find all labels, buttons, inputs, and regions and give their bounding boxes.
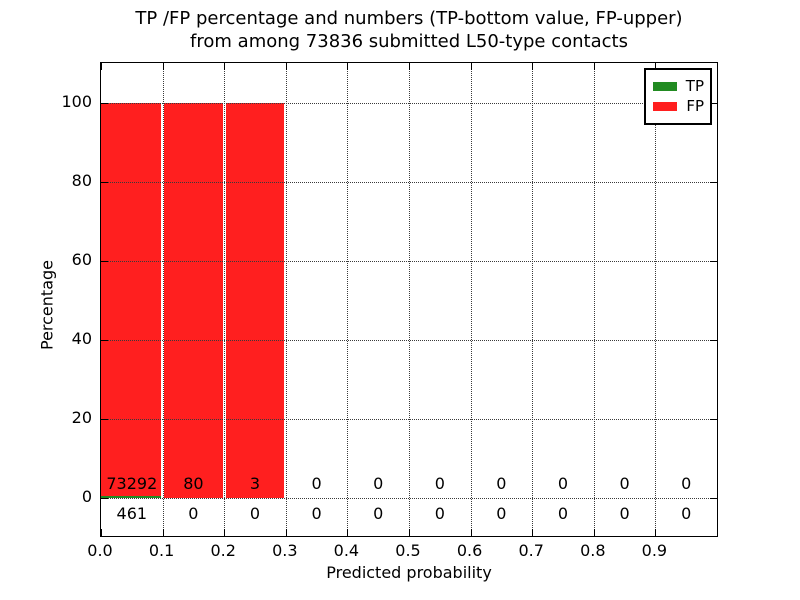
tick-mark	[101, 498, 108, 499]
chart-title-line1: TP /FP percentage and numbers (TP-bottom…	[135, 8, 683, 29]
fp-count-label: 0	[496, 474, 507, 493]
plot-area: TP FP 73292 461 80 0 3 0 0 0 0 0 0 0 0 0 0 0 0 0 0 0	[100, 62, 718, 537]
tp-count-label: 0	[496, 504, 507, 523]
gridline-v	[162, 63, 164, 536]
x-tick-label: 0.4	[333, 541, 360, 560]
y-axis-title: Percentage	[37, 259, 57, 351]
y-tick-label: 80	[71, 171, 92, 191]
x-tick-label: 0.8	[580, 541, 606, 560]
tick-mark	[347, 63, 349, 70]
x-tick-label: 0.9	[641, 541, 668, 560]
fp-count-label: 73292	[106, 474, 158, 493]
tick-mark	[162, 529, 164, 536]
tick-mark	[101, 63, 102, 70]
tp-count-label: 0	[619, 504, 630, 523]
tick-mark	[101, 529, 102, 536]
tick-mark	[285, 529, 287, 536]
tp-count-label: 0	[557, 504, 569, 523]
tp-swatch-icon	[653, 82, 677, 91]
tp-count-label: 0	[188, 504, 199, 523]
tick-mark	[101, 340, 108, 342]
gridline-v	[655, 63, 657, 536]
gridline-v	[347, 63, 349, 536]
tick-mark	[224, 63, 226, 70]
tick-mark	[655, 63, 657, 70]
legend-label-fp: FP	[686, 97, 704, 115]
fp-count-label: 0	[619, 474, 630, 493]
legend-entry-tp: TP	[653, 78, 704, 95]
tp-count-label: 0	[681, 504, 692, 523]
fp-count-label: 0	[557, 474, 569, 493]
tick-mark	[409, 63, 410, 70]
tick-mark	[710, 419, 717, 421]
fp-count-label: 0	[434, 474, 445, 493]
legend: TP FP	[644, 68, 712, 125]
fp-swatch-icon	[653, 102, 678, 111]
x-tick-label: 0.2	[210, 541, 236, 560]
x-tick-label: 0.5	[395, 541, 421, 560]
gridline-v	[470, 63, 472, 536]
x-tick-label: 0.6	[456, 541, 483, 560]
tick-mark	[101, 419, 108, 421]
tick-mark	[710, 103, 717, 105]
fp-count-label: 80	[183, 474, 204, 493]
tp-count-label: 0	[434, 504, 445, 523]
x-tick-label: 0.1	[148, 541, 175, 560]
tick-mark	[470, 529, 472, 536]
bar-fp	[164, 103, 223, 498]
tp-count-label: 0	[249, 504, 261, 523]
gridline-v	[224, 63, 226, 536]
tick-mark	[224, 529, 226, 536]
x-tick-label: 0.7	[518, 541, 544, 560]
y-tick-label: 40	[71, 329, 92, 349]
tick-mark	[162, 63, 164, 70]
legend-label-tp: TP	[685, 77, 704, 95]
gridline-v	[285, 63, 287, 536]
fp-count-label: 3	[249, 474, 261, 493]
bar-fp	[101, 103, 161, 496]
y-tick-label: 60	[71, 250, 92, 270]
x-axis-title: Predicted probability	[326, 563, 492, 582]
tick-mark	[101, 182, 108, 184]
tick-mark	[285, 63, 287, 70]
tick-mark	[470, 63, 472, 70]
tick-mark	[101, 261, 108, 263]
chart-title-line2: from among 73836 submitted L50-type cont…	[190, 31, 628, 52]
chart-title: TP /FP percentage and numbers (TP-bottom…	[100, 7, 718, 53]
gridline-v	[409, 63, 410, 536]
tp-count-label: 0	[311, 504, 322, 523]
tick-mark	[409, 529, 410, 536]
tp-count-label: 461	[116, 504, 148, 523]
bar-fp	[225, 103, 285, 498]
tick-mark	[710, 261, 717, 263]
gridline-v	[593, 63, 595, 536]
tp-count-label: 0	[373, 504, 384, 523]
fp-count-label: 0	[373, 474, 384, 493]
legend-entry-fp: FP	[653, 98, 704, 115]
y-tick-label: 0	[81, 487, 92, 506]
tick-mark	[347, 529, 349, 536]
tick-mark	[593, 529, 595, 536]
bar-tp	[101, 495, 161, 498]
y-tick-label: 20	[71, 408, 92, 428]
tick-mark	[655, 529, 657, 536]
tick-mark	[710, 340, 717, 342]
x-tick-label: 0.0	[87, 541, 113, 560]
gridline-v	[532, 63, 534, 536]
fp-count-label: 0	[311, 474, 322, 493]
tick-mark	[532, 63, 534, 70]
tick-mark	[532, 529, 534, 536]
tick-mark	[101, 103, 108, 105]
x-tick-label: 0.3	[272, 541, 298, 560]
tick-mark	[710, 498, 717, 499]
y-tick-label: 100	[61, 92, 92, 112]
fp-count-label: 0	[681, 474, 692, 493]
tick-mark	[710, 182, 717, 184]
tick-mark	[593, 63, 595, 70]
